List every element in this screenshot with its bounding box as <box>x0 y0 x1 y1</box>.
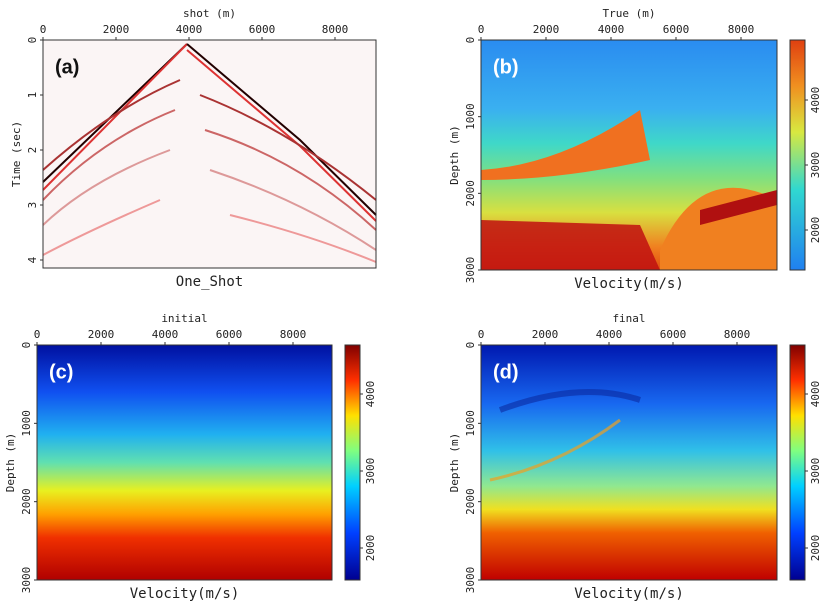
x-tick-label: 8000 <box>280 328 307 341</box>
bottom-label: Velocity(m/s) <box>574 276 684 292</box>
y-tick-label: 2 <box>26 147 39 154</box>
y-tick-label: 0 <box>464 37 477 44</box>
panel-title: initial <box>161 312 207 325</box>
x-tick-label: 6000 <box>216 328 243 341</box>
panel-tag: (d) <box>493 361 519 383</box>
x-tick-label: 2000 <box>103 23 130 36</box>
y-tick-label: 4 <box>26 256 39 263</box>
panel-tag: (a) <box>55 56 79 78</box>
x-tick-label: 4000 <box>596 328 623 341</box>
y-tick-label: 3000 <box>464 567 477 594</box>
plot-frame <box>36 344 333 581</box>
y-axis-label: Depth (m) <box>4 433 17 493</box>
y-tick-label: 3000 <box>20 567 33 594</box>
x-tick-label: 6000 <box>663 23 690 36</box>
y-tick-label: 1 <box>26 92 39 99</box>
colorbar-tick-label: 4000 <box>809 381 822 408</box>
x-tick-label: 8000 <box>322 23 349 36</box>
y-tick-label: 3000 <box>464 257 477 284</box>
y-tick-label: 0 <box>20 342 33 349</box>
x-tick-label: 2000 <box>532 328 559 341</box>
y-tick-label: 3 <box>26 202 39 209</box>
y-tick-label: 1000 <box>464 410 477 437</box>
bottom-label: Velocity(m/s) <box>130 586 240 602</box>
colorbar-frame <box>789 344 806 581</box>
y-tick-label: 2000 <box>20 488 33 514</box>
x-tick-label: 4000 <box>598 23 625 36</box>
y-axis-label: Depth (m) <box>448 125 461 185</box>
x-tick-label: 6000 <box>660 328 687 341</box>
y-tick-label: 2000 <box>464 488 477 514</box>
panel-title: shot (m) <box>183 7 236 20</box>
y-axis-label: Depth (m) <box>448 433 461 493</box>
x-tick-label: 2000 <box>533 23 560 36</box>
colorbar-tick-label: 4000 <box>364 381 377 408</box>
colorbar <box>345 345 360 580</box>
colorbar-tick-label: 3000 <box>809 458 822 485</box>
colorbar-tick-label: 3000 <box>809 152 822 179</box>
colorbar-tick-label: 2000 <box>364 535 377 562</box>
initial-model-image <box>37 345 332 580</box>
y-tick-label: 0 <box>26 37 39 44</box>
y-tick-label: 2000 <box>464 180 477 207</box>
bottom-label: One_Shot <box>176 274 243 290</box>
y-axis-label: Time (sec) <box>10 121 23 187</box>
bottom-label: Velocity(m/s) <box>574 586 684 602</box>
colorbar-tick-label: 2000 <box>809 535 822 562</box>
x-tick-label: 4000 <box>176 23 203 36</box>
panel-title: True (m) <box>603 7 656 20</box>
shot-gather-image <box>42 40 377 268</box>
colorbar <box>790 40 805 270</box>
colorbar-frame <box>344 344 361 581</box>
x-tick-label: 0 <box>34 328 41 341</box>
x-tick-label: 8000 <box>728 23 755 36</box>
panel-tag: (c) <box>49 361 73 383</box>
x-tick-label: 0 <box>478 23 485 36</box>
y-tick-label: 1000 <box>464 103 477 129</box>
panel-title: final <box>612 312 645 325</box>
x-tick-label: 0 <box>478 328 485 341</box>
colorbar-tick-label: 3000 <box>364 458 377 485</box>
x-tick-label: 0 <box>40 23 47 36</box>
colorbar-tick-label: 2000 <box>809 217 822 244</box>
colorbar <box>790 345 805 580</box>
colorbar-frame <box>789 39 806 271</box>
x-tick-label: 4000 <box>152 328 179 341</box>
x-tick-label: 8000 <box>724 328 751 341</box>
x-tick-label: 2000 <box>88 328 115 341</box>
colorbar-tick-label: 4000 <box>809 87 822 114</box>
plot-frame <box>480 344 778 581</box>
true-model-image <box>481 40 777 270</box>
x-tick-label: 6000 <box>249 23 276 36</box>
panel-tag: (b) <box>493 56 519 78</box>
y-tick-label: 1000 <box>20 410 33 437</box>
plot-frame <box>480 39 778 271</box>
y-tick-label: 0 <box>464 342 477 349</box>
final-model-image <box>481 345 777 580</box>
plot-frame <box>42 39 377 269</box>
